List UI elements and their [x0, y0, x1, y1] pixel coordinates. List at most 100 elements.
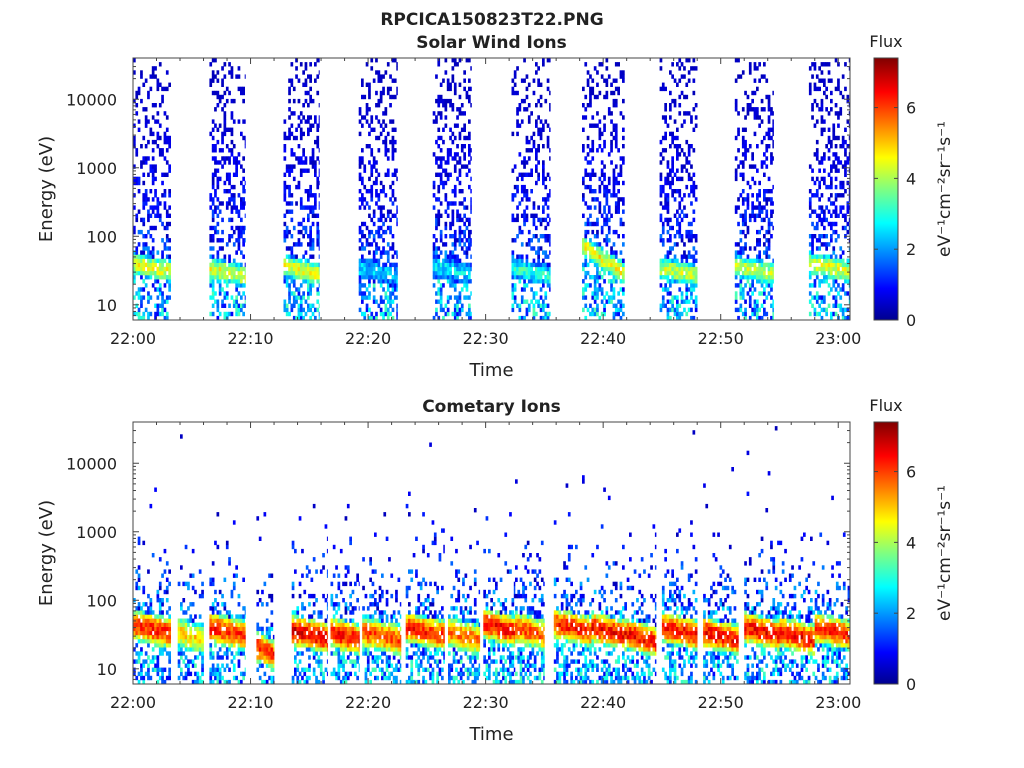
heatmap-cell — [230, 639, 234, 644]
heatmap-cell — [358, 205, 362, 210]
heatmap-cell — [209, 234, 213, 239]
heatmap-cell — [232, 626, 236, 632]
heatmap-cell — [144, 193, 148, 198]
heatmap-cell — [456, 307, 459, 313]
heatmap-cell — [372, 234, 376, 239]
heatmap-cell — [680, 234, 684, 239]
heatmap-cell — [144, 634, 148, 640]
heatmap-cell — [584, 234, 588, 239]
heatmap-cell — [598, 209, 602, 214]
heatmap-cell — [600, 131, 604, 137]
heatmap-cell — [458, 234, 462, 239]
heatmap-cell — [365, 258, 369, 263]
heatmap-cell — [177, 639, 181, 644]
heatmap-cell — [756, 213, 759, 218]
heatmap-cell — [156, 266, 160, 272]
heatmap-cell — [603, 303, 606, 308]
heatmap-cell — [314, 275, 317, 280]
heatmap-cell — [820, 221, 824, 227]
heatmap-cell — [218, 176, 222, 182]
heatmap-cell — [290, 234, 294, 239]
heatmap-cell — [168, 193, 171, 198]
heatmap-cell — [244, 275, 246, 280]
heatmap-cell — [223, 254, 227, 259]
heatmap-cell — [830, 234, 833, 239]
heatmap-cell — [214, 634, 217, 640]
heatmap-cell — [739, 229, 743, 235]
heatmap-cell — [593, 258, 597, 263]
heatmap-cell — [258, 626, 262, 632]
heatmap-cell — [137, 90, 141, 96]
heatmap-cell — [209, 62, 213, 67]
heatmap-cell — [386, 213, 390, 218]
heatmap-cell — [209, 618, 213, 623]
heatmap-cell — [586, 144, 590, 149]
heatmap-cell — [184, 663, 188, 668]
heatmap-cell — [811, 193, 814, 198]
heatmap-cell — [619, 279, 623, 284]
heatmap-cell — [221, 201, 224, 206]
heatmap-cell — [228, 630, 231, 636]
heatmap-cell — [765, 238, 769, 243]
heatmap-cell — [268, 647, 271, 652]
heatmap-cell — [442, 127, 445, 132]
heatmap-cell — [586, 246, 590, 251]
heatmap-cell — [603, 115, 606, 120]
heatmap-cell — [751, 205, 754, 210]
heatmap-cell — [377, 172, 381, 177]
heatmap-cell — [391, 283, 395, 288]
heatmap-cell — [198, 593, 202, 599]
heatmap-cell — [753, 180, 757, 186]
heatmap-cell — [511, 262, 515, 268]
heatmap-cell — [211, 246, 215, 251]
heatmap-cell — [772, 311, 774, 317]
heatmap-cell — [163, 193, 167, 198]
heatmap-cell — [765, 156, 769, 161]
heatmap-cell — [837, 111, 840, 116]
heatmap-cell — [299, 111, 303, 116]
heatmap-cell — [244, 189, 246, 194]
heatmap-cell — [844, 62, 847, 67]
heatmap-cell — [288, 127, 291, 132]
heatmap-cell — [439, 156, 443, 161]
heatmap-cell — [147, 610, 150, 615]
heatmap-cell — [530, 270, 533, 276]
heatmap-cell — [446, 270, 450, 276]
heatmap-cell — [772, 262, 774, 268]
heatmap-cell — [133, 139, 136, 145]
heatmap-cell — [163, 299, 167, 304]
heatmap-cell — [221, 266, 224, 272]
heatmap-cell — [304, 168, 308, 173]
heatmap-cell — [256, 659, 260, 664]
heatmap-cell — [610, 82, 613, 87]
heatmap-cell — [165, 86, 169, 92]
heatmap-cell — [316, 279, 320, 284]
heatmap-cell — [437, 94, 441, 100]
heatmap-cell — [294, 548, 297, 554]
heatmap-cell — [444, 258, 448, 263]
heatmap-cell — [391, 246, 395, 251]
heatmap-cell — [734, 78, 738, 83]
heatmap-cell — [584, 246, 588, 251]
heatmap-cell — [468, 217, 471, 223]
heatmap-cell — [270, 675, 274, 681]
heatmap-cell — [841, 287, 845, 292]
heatmap-cell — [263, 634, 267, 640]
heatmap-cell — [311, 156, 315, 161]
heatmap-cell — [372, 164, 376, 169]
heatmap-cell — [468, 86, 471, 92]
heatmap-cell — [309, 209, 312, 214]
heatmap-cell — [290, 303, 294, 308]
heatmap-cell — [304, 98, 308, 104]
heatmap-cell — [437, 135, 441, 141]
heatmap-cell — [158, 643, 162, 648]
x-tick-label: 22:10 — [227, 329, 273, 348]
heatmap-cell — [230, 270, 234, 276]
heatmap-cell — [154, 193, 157, 198]
heatmap-cell — [815, 74, 819, 79]
heatmap-cell — [263, 647, 267, 652]
heatmap-cell — [309, 62, 312, 67]
heatmap-cell — [683, 119, 686, 124]
heatmap-cell — [133, 205, 136, 210]
heatmap-cell — [458, 270, 462, 276]
